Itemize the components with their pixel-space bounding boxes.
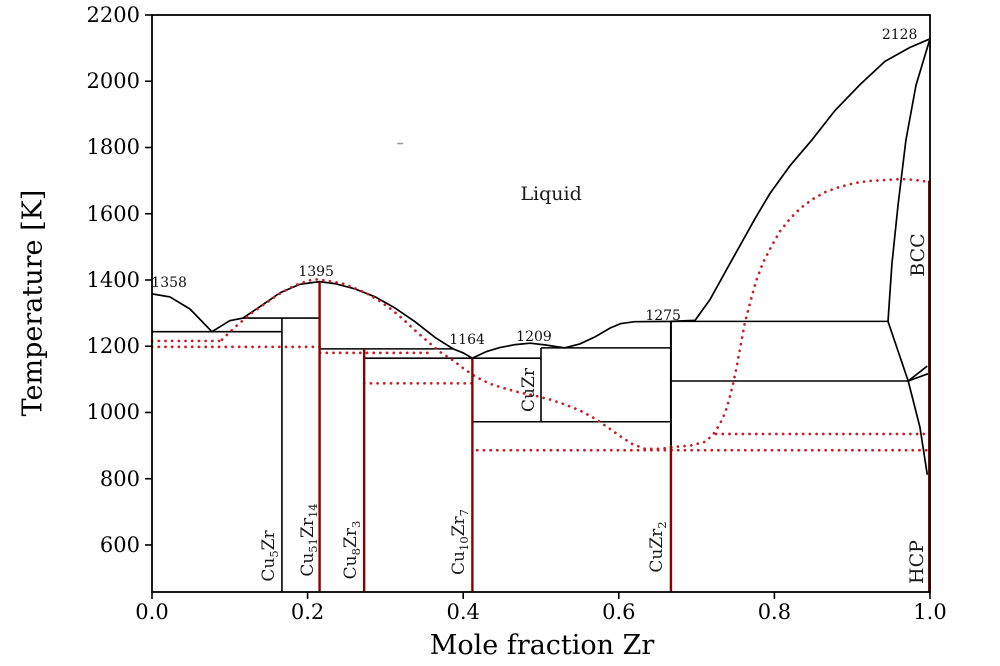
x-axis-title: Mole fraction Zr <box>429 630 655 661</box>
x-tick-label: 1.0 <box>913 600 947 624</box>
bcc-region-label: BCC <box>907 233 930 277</box>
x-tick-label: 0.0 <box>135 600 169 624</box>
y-tick-label: 2200 <box>86 3 140 27</box>
bcc-lower-left-boundary <box>887 321 910 382</box>
cu10zr7-phase-label: Cu10Zr7 <box>448 508 472 575</box>
bcc-solidus <box>887 38 931 322</box>
x-tick-label: 0.8 <box>757 600 792 624</box>
liquid-region-label: Liquid <box>520 182 582 205</box>
point-annotation: 2128 <box>881 26 918 43</box>
x-tick-label: 0.2 <box>290 600 325 624</box>
x-tick-label: 0.6 <box>602 600 636 624</box>
x-tick-label: 0.4 <box>446 600 480 624</box>
y-axis-title: Temperature [K] <box>17 189 49 417</box>
cu51zr14-phase-label: Cu51Zr14 <box>297 503 321 577</box>
hcp-wedge-line <box>907 372 930 382</box>
cuzr-phase-label: CuZr <box>519 367 540 412</box>
bcc-hcp-transus <box>907 365 928 382</box>
cu8zr3-phase-label: Cu8Zr3 <box>340 520 364 580</box>
liquidus-black <box>151 38 931 360</box>
y-tick-label: 1600 <box>86 201 140 226</box>
cu5zr-phase-label: Cu5Zr <box>259 530 282 582</box>
point-annotation: 1209 <box>516 328 552 345</box>
y-tick-label: 1200 <box>86 334 140 359</box>
point-annotation: 1358 <box>151 274 187 291</box>
y-tick-label: 1000 <box>86 400 140 425</box>
point-annotation: 1275 <box>645 308 681 325</box>
cuzr2-phase-label: CuZr2 <box>646 521 669 573</box>
y-tick-label: 800 <box>99 466 140 491</box>
hcp-region-label: HCP <box>905 539 928 584</box>
point-annotation: 1164 <box>449 331 485 348</box>
y-tick-label: 600 <box>99 532 140 557</box>
y-tick-label: 1800 <box>86 135 140 160</box>
point-annotation: 1395 <box>298 264 334 281</box>
axes-box <box>151 14 931 593</box>
y-tick-label: 1400 <box>86 267 140 292</box>
hcp-left-boundary <box>907 380 929 475</box>
model-liquidus-dotted <box>220 177 931 451</box>
y-tick-label: 2000 <box>86 69 140 94</box>
